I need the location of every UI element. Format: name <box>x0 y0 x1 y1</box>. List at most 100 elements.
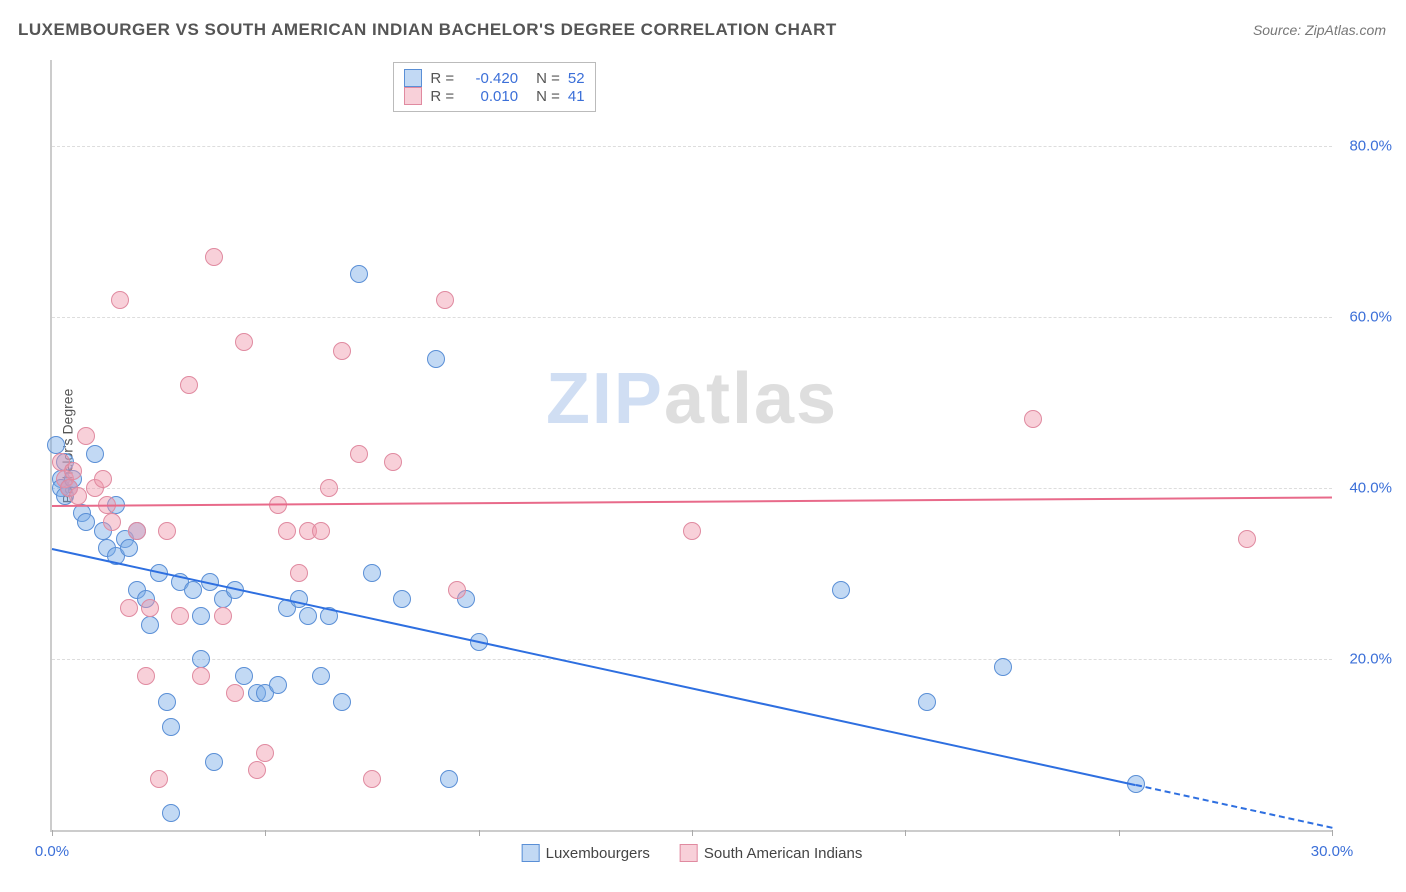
data-point <box>214 607 232 625</box>
data-point <box>269 676 287 694</box>
data-point <box>77 427 95 445</box>
data-point <box>111 291 129 309</box>
legend-label: South American Indians <box>704 845 862 862</box>
data-point <box>64 462 82 480</box>
data-point <box>205 248 223 266</box>
source-label: Source: ZipAtlas.com <box>1253 22 1386 38</box>
r-label: R = <box>430 88 454 105</box>
data-point <box>162 718 180 736</box>
data-point <box>363 564 381 582</box>
data-point <box>150 770 168 788</box>
plot-area: ZIPatlas LuxembourgersSouth American Ind… <box>50 60 1332 832</box>
legend-item: Luxembourgers <box>522 844 650 862</box>
watermark-zip: ZIP <box>546 359 664 439</box>
y-tick-label: 40.0% <box>1349 479 1392 496</box>
data-point <box>290 564 308 582</box>
x-tick <box>52 830 53 836</box>
data-point <box>440 770 458 788</box>
data-point <box>320 479 338 497</box>
data-point <box>312 522 330 540</box>
data-point <box>333 693 351 711</box>
data-point <box>350 445 368 463</box>
data-point <box>299 607 317 625</box>
data-point <box>235 667 253 685</box>
data-point <box>226 684 244 702</box>
trend-line <box>52 548 1136 786</box>
legend-swatch <box>404 69 422 87</box>
gridline <box>52 146 1332 147</box>
data-point <box>1024 410 1042 428</box>
data-point <box>120 599 138 617</box>
data-point <box>69 487 87 505</box>
data-point <box>918 693 936 711</box>
data-point <box>278 522 296 540</box>
n-label: N = <box>536 70 560 87</box>
watermark: ZIPatlas <box>546 358 838 440</box>
data-point <box>103 513 121 531</box>
data-point <box>141 599 159 617</box>
n-value: 41 <box>568 88 585 105</box>
legend-bottom: Luxembourgers South American Indians <box>522 844 863 862</box>
data-point <box>77 513 95 531</box>
data-point <box>158 522 176 540</box>
r-value: -0.420 <box>462 70 518 87</box>
y-tick-label: 20.0% <box>1349 650 1392 667</box>
data-point <box>171 607 189 625</box>
data-point <box>120 539 138 557</box>
data-point <box>436 291 454 309</box>
legend-stats: R = -0.420 N = 52 R = 0.010 N = 41 <box>393 62 595 112</box>
data-point <box>384 453 402 471</box>
legend-item: South American Indians <box>680 844 862 862</box>
trend-line <box>1136 784 1333 829</box>
data-point <box>141 616 159 634</box>
data-point <box>184 581 202 599</box>
data-point <box>350 265 368 283</box>
y-tick-label: 60.0% <box>1349 308 1392 325</box>
data-point <box>312 667 330 685</box>
data-point <box>94 470 112 488</box>
data-point <box>363 770 381 788</box>
n-label: N = <box>536 88 560 105</box>
gridline <box>52 659 1332 660</box>
data-point <box>448 581 466 599</box>
legend-row: R = -0.420 N = 52 <box>404 69 584 87</box>
r-value: 0.010 <box>462 88 518 105</box>
trend-line <box>52 496 1332 507</box>
legend-swatch <box>680 844 698 862</box>
legend-label: Luxembourgers <box>546 845 650 862</box>
x-tick-label: 0.0% <box>35 843 69 860</box>
legend-row: R = 0.010 N = 41 <box>404 87 584 105</box>
chart-container: LUXEMBOURGER VS SOUTH AMERICAN INDIAN BA… <box>0 0 1406 892</box>
data-point <box>235 333 253 351</box>
gridline <box>52 317 1332 318</box>
data-point <box>683 522 701 540</box>
x-tick <box>1119 830 1120 836</box>
y-tick-label: 80.0% <box>1349 137 1392 154</box>
x-tick <box>265 830 266 836</box>
data-point <box>248 761 266 779</box>
data-point <box>333 342 351 360</box>
data-point <box>192 667 210 685</box>
legend-swatch <box>522 844 540 862</box>
chart-title: LUXEMBOURGER VS SOUTH AMERICAN INDIAN BA… <box>18 20 837 40</box>
data-point <box>256 744 274 762</box>
data-point <box>86 445 104 463</box>
data-point <box>393 590 411 608</box>
data-point <box>158 693 176 711</box>
data-point <box>427 350 445 368</box>
r-label: R = <box>430 70 454 87</box>
data-point <box>205 753 223 771</box>
data-point <box>192 650 210 668</box>
data-point <box>162 804 180 822</box>
data-point <box>47 436 65 454</box>
data-point <box>192 607 210 625</box>
data-point <box>180 376 198 394</box>
n-value: 52 <box>568 70 585 87</box>
data-point <box>128 522 146 540</box>
x-tick-label: 30.0% <box>1311 843 1354 860</box>
data-point <box>994 658 1012 676</box>
data-point <box>1238 530 1256 548</box>
watermark-atlas: atlas <box>664 359 838 439</box>
data-point <box>832 581 850 599</box>
x-tick <box>1332 830 1333 836</box>
